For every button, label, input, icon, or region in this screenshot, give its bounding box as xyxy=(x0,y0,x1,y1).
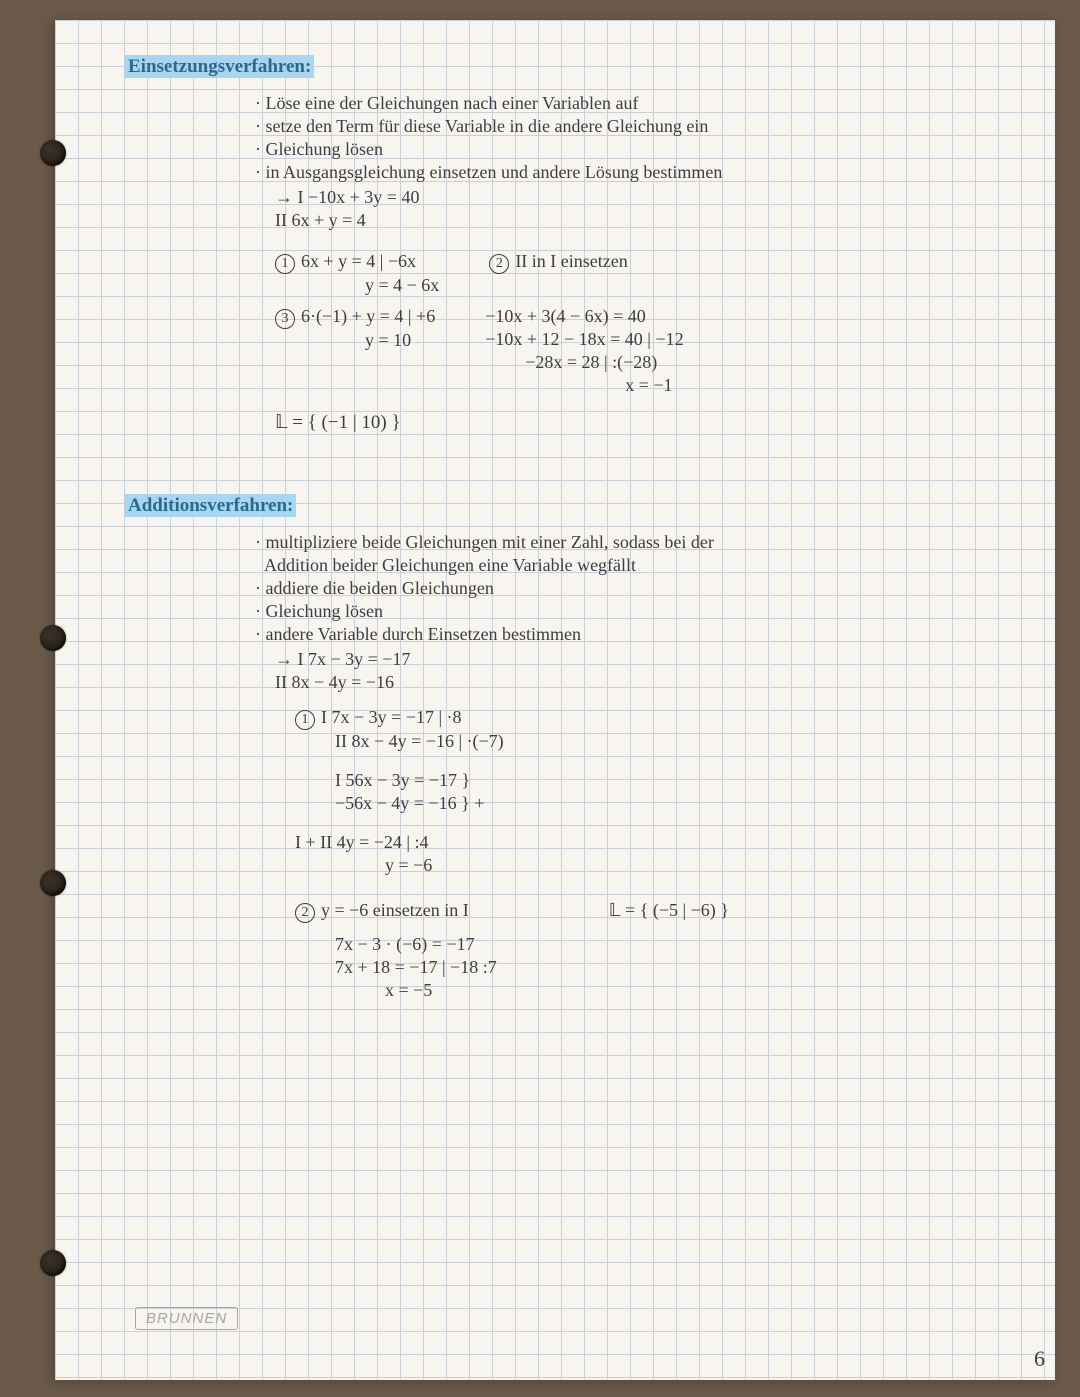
system-addition: → I 7x − 3y = −17 II 8x − 4y = −16 xyxy=(275,648,1025,694)
eq: y = 10 xyxy=(365,329,435,352)
steps-row-1: 1 6x + y = 4 | −6x y = 4 − 6x 2 II in I ei… xyxy=(275,250,1025,297)
punch-hole xyxy=(40,870,66,896)
page-number: 6 xyxy=(1034,1346,1045,1372)
bullet: · setze den Term für diese Variable in d… xyxy=(255,115,1025,138)
step-label: 1 xyxy=(275,254,295,274)
step-2: 2 II in I einsetzen xyxy=(489,250,627,297)
bullet-text: andere Variable durch Einsetzen bestimme… xyxy=(266,624,582,644)
step-title: II in I einsetzen xyxy=(515,251,627,271)
step-label: 2 xyxy=(295,903,315,923)
bullet: Addition beider Gleichungen eine Variabl… xyxy=(255,554,1025,577)
bullet-text: Löse eine der Gleichungen nach einer Var… xyxy=(266,93,639,113)
bullet-text: Addition beider Gleichungen eine Variabl… xyxy=(264,555,636,575)
punch-hole xyxy=(40,140,66,166)
bullet-text: multipliziere beide Gleichungen mit eine… xyxy=(266,532,714,552)
eq: 6·(−1) + y = 4 | +6 xyxy=(301,306,435,326)
bullet-text: addiere die beiden Gleichungen xyxy=(266,578,494,598)
eq: −56x − 4y = −16 } + xyxy=(335,792,1025,815)
bullet: · in Ausgangsgleichung einsetzen und and… xyxy=(255,161,1025,184)
handwritten-content: Einsetzungsverfahren: · Löse eine der Gl… xyxy=(125,55,1025,1002)
step-label: 1 xyxy=(295,710,315,730)
eq: −10x + 3(4 − 6x) = 40 xyxy=(485,305,683,328)
bullet: · Gleichung lösen xyxy=(255,600,1025,623)
eq: II 6x + y = 4 xyxy=(275,209,1025,232)
addition-work: 1 I 7x − 3y = −17 | ·8 II 8x − 4y = −16 |… xyxy=(295,706,1025,1002)
bullet: · multipliziere beide Gleichungen mit ei… xyxy=(255,531,1025,554)
bullet-text: setze den Term für diese Variable in die… xyxy=(266,116,709,136)
eq: II 8x − 4y = −16 xyxy=(275,671,1025,694)
bullet-text: in Ausgangsgleichung einsetzen und ander… xyxy=(266,162,723,182)
bullet-text: Gleichung lösen xyxy=(266,139,383,159)
step-label: 2 xyxy=(489,254,509,274)
eq: 7x + 18 = −17 | −18 :7 xyxy=(335,956,1025,979)
eq: I 7x − 3y = −17 | ·8 xyxy=(321,707,462,727)
punch-hole xyxy=(40,625,66,651)
eq: I 56x − 3y = −17 } xyxy=(335,769,1025,792)
solution-1: 𝕃 = { (−1 | 10) } xyxy=(275,411,1025,434)
bullet: · Löse eine der Gleichungen nach einer V… xyxy=(255,92,1025,115)
heading-addition: Additionsverfahren: xyxy=(125,494,296,517)
eq: x = −5 xyxy=(385,979,1025,1002)
step-label: 3 xyxy=(275,309,295,329)
bullet: · addiere die beiden Gleichungen xyxy=(255,577,1025,600)
eq: → I 7x − 3y = −17 xyxy=(275,648,1025,671)
bullet: · andere Variable durch Einsetzen bestim… xyxy=(255,623,1025,646)
step-title: y = −6 einsetzen in I xyxy=(321,900,469,920)
bullets-addition: · multipliziere beide Gleichungen mit ei… xyxy=(255,531,1025,646)
eq: 7x − 3 · (−6) = −17 xyxy=(335,933,1025,956)
step-1: 1 6x + y = 4 | −6x y = 4 − 6x xyxy=(275,250,439,297)
bullet: · Gleichung lösen xyxy=(255,138,1025,161)
eq: −28x = 28 | :(−28) xyxy=(525,351,683,374)
eq: x = −1 xyxy=(625,374,683,397)
eq: 6x + y = 4 | −6x xyxy=(301,251,416,271)
eq: II 8x − 4y = −16 | ·(−7) xyxy=(335,730,1025,753)
solution-2: 𝕃 = { (−5 | −6) } xyxy=(609,899,729,923)
step-3: 3 6·(−1) + y = 4 | +6 y = 10 xyxy=(275,305,435,397)
system-einsetzung: → I −10x + 3y = 40 II 6x + y = 4 xyxy=(275,186,1025,232)
step-2-work: −10x + 3(4 − 6x) = 40 −10x + 12 − 18x = … xyxy=(485,305,683,397)
steps-row-2: 3 6·(−1) + y = 4 | +6 y = 10 −10x + 3(4 −… xyxy=(275,305,1025,397)
eq: −10x + 12 − 18x = 40 | −12 xyxy=(485,328,683,351)
section-addition: Additionsverfahren: · multipliziere beid… xyxy=(125,494,1025,1002)
eq: → I −10x + 3y = 40 xyxy=(275,186,1025,209)
bullet-text: Gleichung lösen xyxy=(266,601,383,621)
eq: y = −6 xyxy=(385,854,1025,877)
graph-paper: Einsetzungsverfahren: · Löse eine der Gl… xyxy=(55,20,1055,1380)
bullets-einsetzung: · Löse eine der Gleichungen nach einer V… xyxy=(255,92,1025,184)
punch-hole xyxy=(40,1250,66,1276)
heading-einsetzung: Einsetzungsverfahren: xyxy=(125,55,314,78)
eq: y = 4 − 6x xyxy=(365,274,439,297)
brand-logo: BRUNNEN xyxy=(135,1307,238,1330)
eq: I + II 4y = −24 | :4 xyxy=(295,831,1025,854)
